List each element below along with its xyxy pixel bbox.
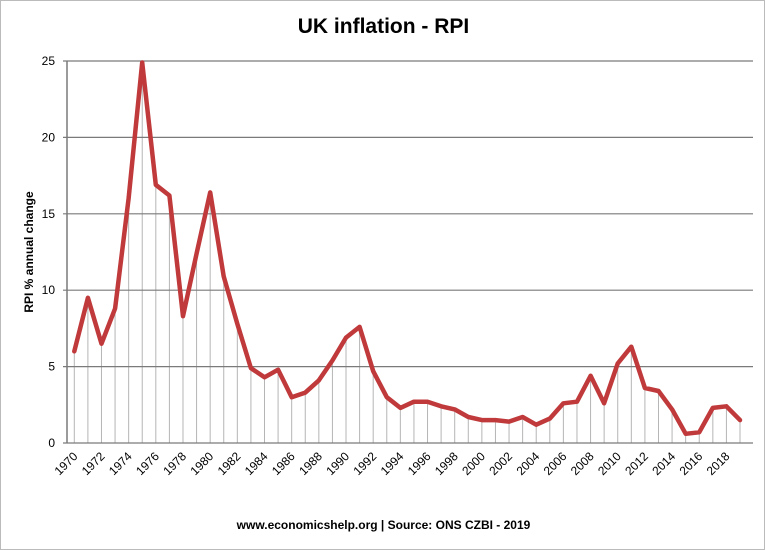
x-tick-label: 1972 [79,449,108,478]
x-tick-label: 2002 [486,449,515,478]
x-tick-label: 1992 [351,449,380,478]
x-tick-label: 2010 [595,449,624,478]
x-tick-label: 2006 [541,449,570,478]
source-footer: www.economicshelp.org | Source: ONS CZBI… [236,518,531,532]
x-tick-label: 1990 [323,449,352,478]
x-tick-label: 1998 [432,449,461,478]
x-tick-label: 2000 [459,449,488,478]
x-tick-label: 1984 [242,449,271,478]
y-tick-label: 10 [42,283,56,297]
x-tick-label: 1974 [106,449,135,478]
x-tick-label: 1980 [187,449,216,478]
x-tick-label: 2014 [649,449,678,478]
x-tick-label: 1994 [378,449,407,478]
x-tick-label: 1982 [215,449,244,478]
x-tick-label: 2008 [568,449,597,478]
x-tick-label: 1970 [52,449,81,478]
y-tick-label: 0 [48,436,55,450]
series-line [72,60,743,437]
x-tick-label: 2018 [704,449,733,478]
x-tick-label: 1986 [269,449,298,478]
x-tick-label: 1988 [296,449,325,478]
y-tick-label: 15 [42,207,56,221]
y-tick-label: 20 [42,130,56,144]
y-tick-label: 5 [48,360,55,374]
x-tick-label: 2016 [677,449,706,478]
chart-title: UK inflation - RPI [297,15,470,38]
x-tick-label: 1978 [160,449,189,478]
y-tick-label: 25 [42,54,56,68]
x-tick-label: 1996 [405,449,434,478]
x-tick-label: 2012 [622,449,651,478]
x-tick-label: 1976 [133,449,162,478]
x-tick-label: 2004 [514,449,543,478]
